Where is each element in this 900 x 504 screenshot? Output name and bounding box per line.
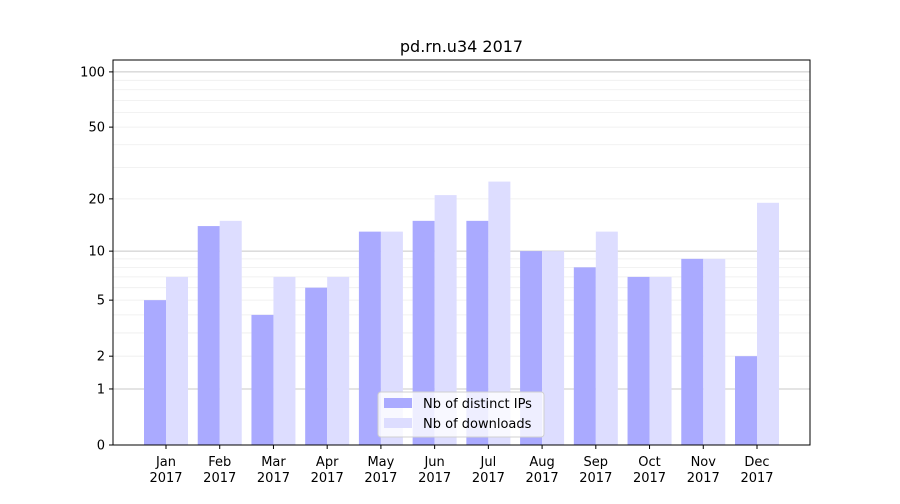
legend-label: Nb of downloads <box>423 417 532 432</box>
bar-ips <box>573 267 596 445</box>
x-tick-label: 2017 <box>687 471 720 486</box>
bar-ips <box>197 226 220 445</box>
y-tick-label: 10 <box>88 245 105 260</box>
x-tick-label: 2017 <box>364 471 397 486</box>
x-tick-label: Jul <box>480 455 497 470</box>
chart-title: pd.rn.u34 2017 <box>400 37 523 56</box>
y-tick-label: 1 <box>97 382 105 397</box>
x-tick-label: 2017 <box>311 471 344 486</box>
x-tick-label: 2017 <box>472 471 505 486</box>
x-tick-label: 2017 <box>257 471 290 486</box>
bar-ips <box>251 314 274 445</box>
legend: Nb of distinct IPs Nb of downloads <box>377 391 545 438</box>
x-tick-label: 2017 <box>526 471 559 486</box>
bar-downloads <box>488 181 511 445</box>
x-tick-label: Jan <box>155 455 176 470</box>
bar-downloads <box>595 231 618 445</box>
x-tick-label: Apr <box>316 455 339 470</box>
x-tick-label: 2017 <box>149 471 182 486</box>
bar-downloads <box>273 276 296 445</box>
x-tick-label: May <box>367 455 394 470</box>
bar-ips <box>735 356 757 445</box>
bar-ips <box>412 220 435 445</box>
legend-label: Nb of distinct IPs <box>423 397 532 412</box>
x-tick-label: Sep <box>584 455 609 470</box>
x-tick-label: 2017 <box>633 471 666 486</box>
bar-ips <box>681 258 704 445</box>
x-tick-label: Jun <box>423 455 444 470</box>
legend-swatch <box>384 398 412 408</box>
x-tick-label: Dec <box>744 455 769 470</box>
x-tick-label: Nov <box>691 455 717 470</box>
y-tick-label: 20 <box>88 192 105 207</box>
y-tick-label: 100 <box>80 65 105 80</box>
y-tick-label: 50 <box>88 121 105 136</box>
legend-swatch <box>384 418 412 428</box>
bar-downloads <box>219 220 242 445</box>
bar-downloads <box>757 202 779 445</box>
y-tick-label: 2 <box>97 350 105 365</box>
y-tick-label: 0 <box>97 439 105 454</box>
bar-downloads <box>434 195 457 445</box>
x-tick-label: Mar <box>261 455 286 470</box>
bar-downloads <box>542 251 565 445</box>
x-tick-label: 2017 <box>740 471 773 486</box>
bar-downloads <box>649 276 672 445</box>
bar-ips <box>144 300 166 445</box>
x-tick-label: Oct <box>638 455 660 470</box>
bar-downloads <box>703 258 726 445</box>
legend-box <box>377 391 545 438</box>
x-tick-label: Feb <box>208 455 231 470</box>
bar-ips <box>627 276 650 445</box>
x-tick-label: Aug <box>529 455 554 470</box>
y-tick-label: 5 <box>97 294 105 309</box>
x-tick-label: 2017 <box>203 471 236 486</box>
bar-downloads <box>166 276 188 445</box>
plot-frame <box>112 59 811 446</box>
bar-ips <box>466 220 489 445</box>
x-tick-label: 2017 <box>579 471 612 486</box>
x-tick-label: 2017 <box>418 471 451 486</box>
bar-ips <box>358 231 381 445</box>
bar-ips <box>305 287 328 445</box>
bar-downloads <box>327 276 350 445</box>
